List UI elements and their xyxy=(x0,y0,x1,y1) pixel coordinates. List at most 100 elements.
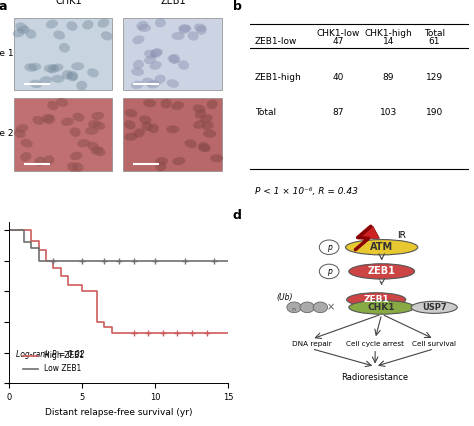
Ellipse shape xyxy=(151,48,163,57)
Bar xyxy=(14,17,112,90)
Text: USP7: USP7 xyxy=(422,303,447,312)
Text: 47: 47 xyxy=(332,37,344,46)
Ellipse shape xyxy=(72,162,83,172)
Ellipse shape xyxy=(91,112,104,120)
Text: 129: 129 xyxy=(426,73,443,82)
Ellipse shape xyxy=(66,21,77,31)
Text: P < 1 × 10⁻⁶, R = 0.43: P < 1 × 10⁻⁶, R = 0.43 xyxy=(255,187,357,196)
Ellipse shape xyxy=(198,142,210,151)
Ellipse shape xyxy=(82,20,93,29)
Text: ATM: ATM xyxy=(370,242,393,252)
Ellipse shape xyxy=(44,64,57,72)
Circle shape xyxy=(300,302,314,313)
Text: 87: 87 xyxy=(332,108,344,117)
Ellipse shape xyxy=(155,157,168,165)
Ellipse shape xyxy=(169,54,180,63)
Text: IR: IR xyxy=(397,231,406,240)
Text: ZEB1: ZEB1 xyxy=(368,266,396,276)
Ellipse shape xyxy=(101,31,113,40)
Ellipse shape xyxy=(16,124,28,133)
Ellipse shape xyxy=(210,154,223,162)
Ellipse shape xyxy=(193,104,205,113)
Text: ×: × xyxy=(326,302,334,312)
Ellipse shape xyxy=(349,264,415,279)
Ellipse shape xyxy=(184,139,197,148)
Ellipse shape xyxy=(138,24,151,32)
Text: Cell survival: Cell survival xyxy=(412,341,456,347)
Ellipse shape xyxy=(43,155,55,165)
Text: p: p xyxy=(327,243,332,252)
Ellipse shape xyxy=(178,24,191,32)
Ellipse shape xyxy=(133,60,144,69)
Ellipse shape xyxy=(144,50,156,58)
Ellipse shape xyxy=(91,146,103,155)
Text: DNA repair: DNA repair xyxy=(292,341,331,347)
Ellipse shape xyxy=(20,152,31,161)
Ellipse shape xyxy=(51,75,64,83)
Ellipse shape xyxy=(39,76,52,85)
Circle shape xyxy=(313,302,328,313)
Ellipse shape xyxy=(85,127,98,135)
Ellipse shape xyxy=(67,71,78,81)
Circle shape xyxy=(319,240,339,254)
Ellipse shape xyxy=(14,129,26,138)
Ellipse shape xyxy=(51,63,64,72)
Ellipse shape xyxy=(93,121,105,130)
Text: CHK1-high: CHK1-high xyxy=(365,29,412,38)
Ellipse shape xyxy=(194,23,207,32)
Ellipse shape xyxy=(44,115,55,124)
Ellipse shape xyxy=(147,81,160,89)
Ellipse shape xyxy=(150,49,162,58)
Ellipse shape xyxy=(168,55,180,64)
Ellipse shape xyxy=(411,301,457,314)
Ellipse shape xyxy=(154,75,165,84)
Ellipse shape xyxy=(77,139,90,147)
Ellipse shape xyxy=(346,293,406,306)
Text: CHK1: CHK1 xyxy=(368,303,395,312)
Ellipse shape xyxy=(139,115,151,124)
Ellipse shape xyxy=(12,29,25,37)
Text: 103: 103 xyxy=(380,108,397,117)
Text: Radioresistance: Radioresistance xyxy=(342,373,409,382)
Ellipse shape xyxy=(56,98,68,107)
Bar xyxy=(123,17,222,90)
Ellipse shape xyxy=(25,29,36,39)
Ellipse shape xyxy=(149,61,162,70)
Ellipse shape xyxy=(143,99,156,107)
Ellipse shape xyxy=(61,118,74,126)
Polygon shape xyxy=(356,226,380,250)
Text: 89: 89 xyxy=(383,73,394,82)
Ellipse shape xyxy=(133,129,145,138)
Ellipse shape xyxy=(166,125,179,133)
Ellipse shape xyxy=(46,20,58,29)
Ellipse shape xyxy=(161,99,172,109)
Ellipse shape xyxy=(76,81,87,90)
Ellipse shape xyxy=(167,79,179,88)
Text: Total: Total xyxy=(424,29,445,38)
Text: 14: 14 xyxy=(383,37,394,46)
Ellipse shape xyxy=(188,31,199,41)
Ellipse shape xyxy=(142,78,155,86)
Ellipse shape xyxy=(132,35,145,44)
Ellipse shape xyxy=(87,68,99,78)
Ellipse shape xyxy=(94,147,106,156)
Circle shape xyxy=(287,302,301,313)
Text: ZEB1-low: ZEB1-low xyxy=(255,37,297,46)
Ellipse shape xyxy=(193,120,206,129)
Circle shape xyxy=(319,264,339,279)
Ellipse shape xyxy=(87,142,99,151)
Ellipse shape xyxy=(71,62,84,70)
Ellipse shape xyxy=(62,70,73,80)
Ellipse shape xyxy=(70,127,81,137)
Ellipse shape xyxy=(155,161,166,171)
Ellipse shape xyxy=(346,239,418,255)
Text: n: n xyxy=(291,307,295,312)
Ellipse shape xyxy=(32,116,45,125)
Text: (Ub): (Ub) xyxy=(276,294,292,302)
Bar xyxy=(123,98,222,171)
Ellipse shape xyxy=(142,121,153,131)
Ellipse shape xyxy=(178,60,189,70)
Text: CHK1: CHK1 xyxy=(55,0,82,6)
Ellipse shape xyxy=(70,152,82,160)
Text: 61: 61 xyxy=(428,37,440,46)
